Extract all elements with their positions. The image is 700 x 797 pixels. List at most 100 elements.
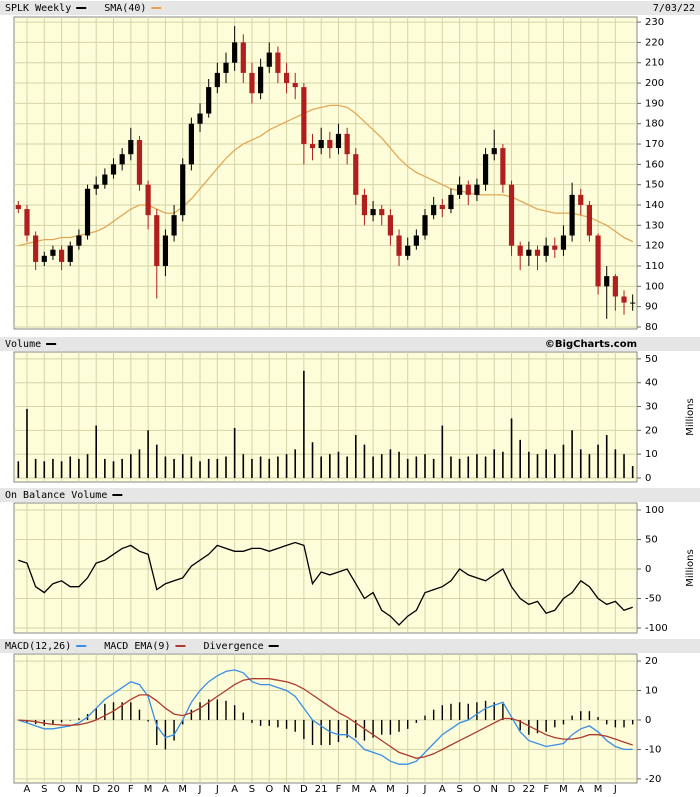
divergence-bar — [372, 719, 374, 738]
x-tick-label: M — [559, 784, 568, 795]
plot-area — [13, 351, 638, 483]
volume-bar — [597, 444, 599, 478]
volume-bar — [207, 458, 210, 478]
volume-bar — [130, 454, 132, 478]
y-tick-label: -50 — [645, 593, 661, 604]
divergence-bar — [450, 703, 452, 720]
legend-label: On Balance Volume — [5, 490, 107, 501]
volume-bar — [380, 454, 383, 478]
divergence-bar — [251, 719, 253, 723]
macd-line — [18, 669, 633, 765]
volume-bar — [571, 430, 573, 478]
divergence-bar — [320, 719, 322, 746]
divergence-bar — [519, 719, 521, 731]
y-tick-label: 130 — [645, 220, 664, 231]
x-tick-label: M — [144, 784, 153, 795]
y-tick-label: 20 — [645, 425, 658, 436]
y-tick-label: 100 — [645, 281, 664, 292]
candle-body — [474, 184, 480, 195]
x-tick-label: 20 — [107, 784, 120, 795]
volume-bar — [553, 454, 556, 478]
divergence-bar — [614, 719, 617, 728]
candle-body — [93, 184, 99, 189]
volume-bar — [510, 418, 513, 478]
candle-body — [595, 235, 601, 287]
credit: ©BigCharts.com — [545, 339, 637, 350]
volume-bar — [277, 456, 279, 478]
y-tick-label: 120 — [645, 241, 664, 252]
divergence-bar — [121, 702, 123, 720]
legend-label: MACD EMA(9) — [104, 641, 170, 652]
x-tick-label: M — [351, 784, 360, 795]
candle-body — [327, 139, 333, 149]
volume-bar — [17, 461, 20, 478]
volume-bar — [259, 456, 262, 478]
candle-body — [335, 133, 342, 149]
divergence-bar — [104, 703, 106, 720]
divergence-bar — [164, 719, 167, 750]
candle-body — [171, 215, 177, 236]
volume-bar — [60, 461, 63, 478]
volume-bar — [389, 449, 392, 478]
divergence-bar — [285, 719, 288, 729]
volume-bar — [536, 454, 539, 478]
candle-body — [439, 205, 445, 210]
candle-body — [162, 235, 169, 266]
x-tick-label: M — [594, 784, 603, 795]
x-tick-label: O — [473, 784, 481, 795]
divergence-bar — [493, 702, 495, 720]
x-tick-label: A — [577, 784, 584, 795]
x-tick-label: M — [386, 784, 395, 795]
y-tick-label: -100 — [645, 623, 668, 634]
divergence-bar — [242, 712, 244, 720]
divergence-bar — [536, 719, 539, 734]
y-tick-label: -20 — [645, 774, 661, 785]
y-tick-label: 40 — [645, 378, 658, 389]
divergence-bar — [182, 719, 184, 725]
x-tick-label: O — [58, 784, 66, 795]
candle-body — [41, 255, 47, 262]
y-tick-label: 0 — [645, 473, 651, 484]
divergence-bar — [458, 702, 461, 720]
legend-label: MACD(12,26) — [5, 641, 71, 652]
y-tick-label: 150 — [645, 180, 664, 191]
x-tick-label: A — [24, 784, 31, 795]
volume-bar — [545, 449, 547, 478]
volume-bar — [86, 454, 89, 478]
candle-body — [405, 245, 411, 256]
y-tick-label: -10 — [645, 744, 661, 755]
volume-bar — [372, 456, 374, 478]
x-tick-label: S — [249, 784, 255, 795]
x-tick-label: A — [439, 784, 446, 795]
divergence-bar — [580, 711, 582, 720]
x-tick-label: 21 — [315, 784, 328, 795]
volume-bar — [337, 451, 340, 478]
volume-bar — [329, 454, 331, 478]
volume-bar — [104, 458, 106, 478]
candle-body — [214, 72, 220, 88]
x-tick-label: J — [423, 784, 427, 795]
divergence-bar — [138, 709, 141, 720]
volume-bar — [415, 456, 418, 478]
axis-label: Millions — [685, 398, 696, 435]
x-tick-label: S — [456, 784, 462, 795]
volume-bar — [268, 458, 271, 478]
candle-body — [612, 276, 618, 297]
volume-bar — [476, 454, 478, 478]
candle-body — [309, 144, 316, 149]
volume-bar — [52, 458, 54, 478]
candle-body — [50, 249, 56, 256]
volume-bar — [467, 456, 470, 478]
divergence-bar — [233, 705, 236, 720]
divergence-bar — [398, 719, 400, 732]
volume-bar — [493, 449, 496, 478]
volume-bar — [406, 458, 409, 478]
volume-bar — [346, 456, 348, 478]
macd-line — [18, 678, 633, 759]
candle-body — [413, 235, 419, 246]
candle-body — [387, 215, 393, 236]
divergence-bar — [571, 715, 573, 720]
y-tick-label: 230 — [645, 17, 664, 28]
x-tick-label: J — [613, 784, 617, 795]
